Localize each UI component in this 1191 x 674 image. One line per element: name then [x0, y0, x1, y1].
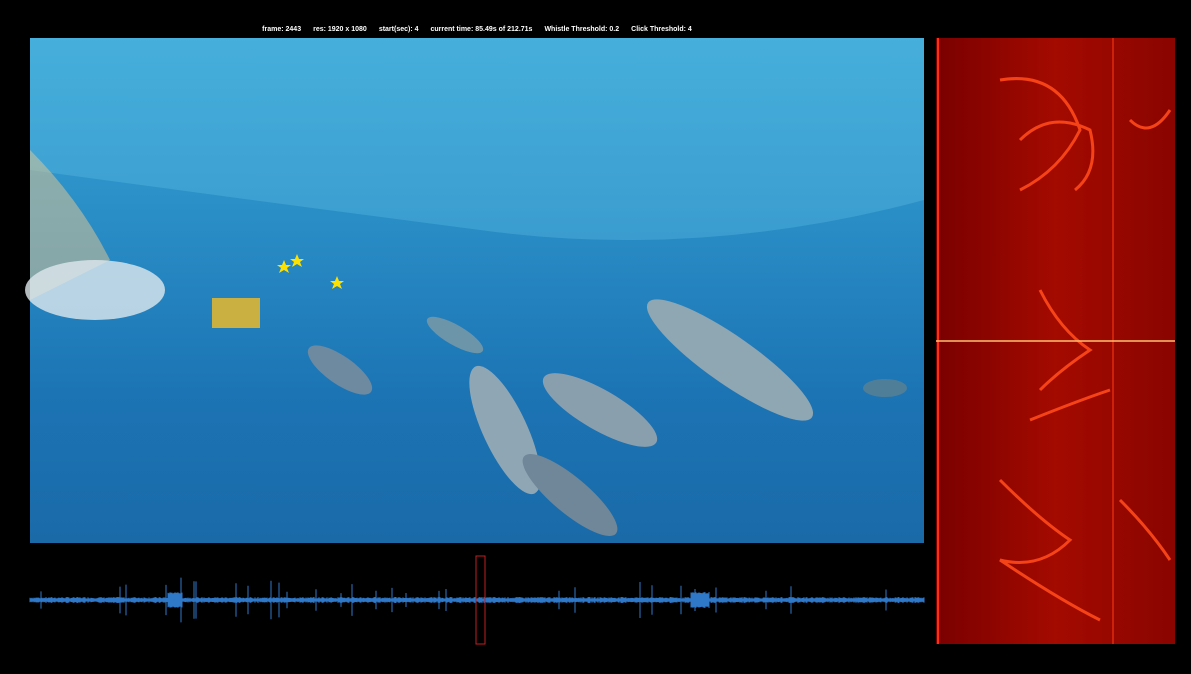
status-item: start(sec): 4 [378, 26, 419, 33]
status-bar: frame: 2443 res: 1920 x 1080 start(sec): 4… [30, 26, 924, 33]
spectrogram [936, 38, 1175, 644]
status-item: res: 1920 x 1080 [313, 26, 367, 33]
status-item: Click Threshold: 4 [631, 26, 692, 33]
video-frame [25, 38, 924, 543]
status-item: frame: 2443 [262, 26, 302, 33]
status-item: current time: 85.49s of 212.71s [430, 26, 533, 33]
playhead-window[interactable] [475, 555, 486, 645]
waveform [29, 555, 925, 645]
status-item: Whistle Threshold: 0.2 [544, 26, 620, 33]
markers [277, 254, 344, 289]
